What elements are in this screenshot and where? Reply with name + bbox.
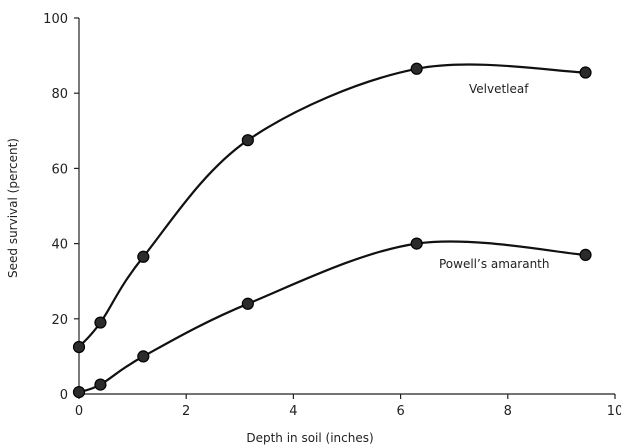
y-axis-title: Seed survival (percent) <box>6 138 20 278</box>
x-axis-title: Depth in soil (inches) <box>246 431 373 445</box>
data-point-velvetleaf <box>241 134 254 147</box>
x-tick-label: 10 <box>607 404 621 419</box>
data-point-velvetleaf <box>579 66 592 79</box>
y-tick-label: 60 <box>51 162 68 177</box>
data-point-powell-s-amaranth <box>94 378 107 391</box>
data-point-velvetleaf <box>72 340 86 354</box>
y-tick-label: 100 <box>43 12 68 27</box>
x-tick-label: 4 <box>289 404 297 419</box>
series-label-powell-s-amaranth: Powell’s amaranth <box>439 257 550 271</box>
x-tick-label: 0 <box>75 404 83 419</box>
data-point-powell-s-amaranth <box>72 386 86 399</box>
data-point-velvetleaf <box>410 62 423 75</box>
data-point-powell-s-amaranth <box>241 297 254 310</box>
x-tick-label: 2 <box>182 404 190 419</box>
data-point-velvetleaf <box>94 316 107 329</box>
y-tick-label: 80 <box>51 87 68 102</box>
series-line-velvetleaf <box>78 63 586 348</box>
y-tick-label: 40 <box>51 238 68 253</box>
series-layer: Velvetleaf Powell’s amaranth <box>72 62 592 399</box>
data-point-powell-s-amaranth <box>579 248 592 261</box>
series-label-velvetleaf: Velvetleaf <box>469 82 529 96</box>
x-tick-label: 6 <box>396 404 404 419</box>
data-point-powell-s-amaranth <box>137 350 150 363</box>
data-point-powell-s-amaranth <box>410 237 423 250</box>
y-tick-label: 20 <box>51 313 68 328</box>
data-point-velvetleaf <box>137 250 150 263</box>
y-tick-label: 0 <box>60 388 68 403</box>
x-tick-label: 8 <box>504 404 512 419</box>
